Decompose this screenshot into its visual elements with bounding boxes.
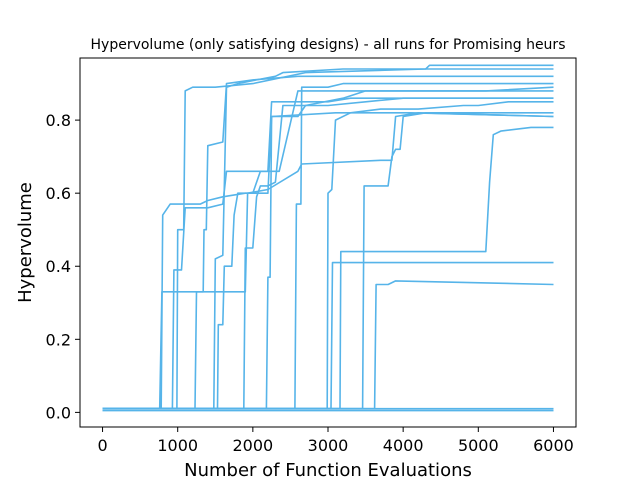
y-tick-label: 0.6 [46,184,71,203]
run-line-10 [102,82,554,410]
x-axis-label: Number of Function Evaluations [184,460,472,480]
run-line-8 [102,97,554,410]
run-line-14 [102,112,554,410]
run-line-7 [102,112,554,410]
run-line-9 [102,86,554,410]
x-tick-label: 5000 [458,436,499,455]
x-tick-label: 4000 [383,436,424,455]
y-tick-label: 0.8 [46,111,71,130]
run-line-13 [102,126,554,410]
y-axis-ticks: 0.0 0.2 0.4 0.6 0.8 [46,111,80,422]
y-axis-label: Hypervolume [15,182,36,303]
y-tick-label: 0.0 [46,403,71,422]
plot-lines [102,64,554,412]
x-tick-label: 0 [97,436,107,455]
chart-title: Hypervolume (only satisfying designs) - … [91,37,566,53]
y-tick-label: 0.4 [46,257,71,276]
x-tick-label: 2000 [232,436,273,455]
run-line-12 [102,261,554,410]
x-tick-label: 6000 [533,436,574,455]
y-tick-label: 0.2 [46,330,71,349]
run-line-6 [102,68,554,410]
run-line-11 [102,101,554,410]
x-axis-ticks: 0 1000 2000 3000 4000 5000 6000 [97,427,574,455]
x-tick-label: 3000 [308,436,349,455]
x-tick-label: 1000 [157,436,198,455]
